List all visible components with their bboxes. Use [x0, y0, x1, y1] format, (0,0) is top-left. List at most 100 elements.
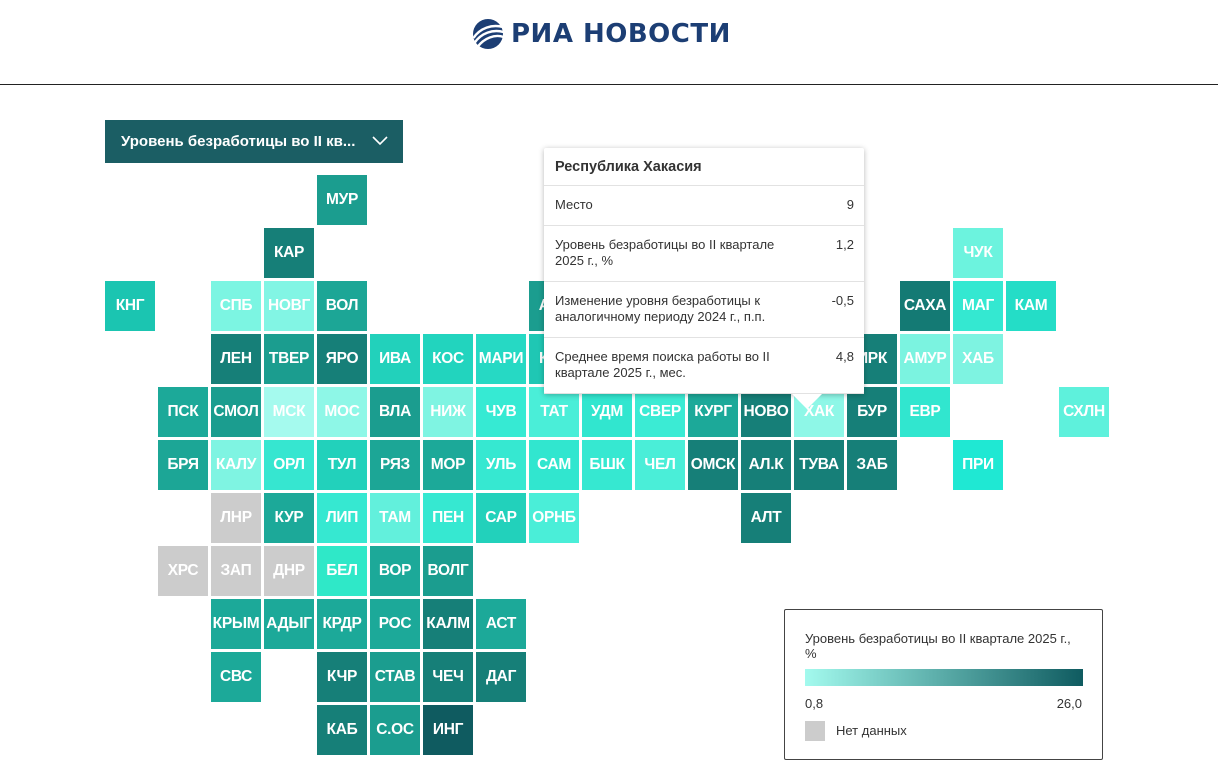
tooltip-row-label: Среднее время поиска работы во II кварта…: [555, 349, 770, 380]
region-tile[interactable]: КНГ: [105, 281, 155, 331]
region-tile[interactable]: СВС: [211, 652, 261, 702]
region-tile[interactable]: СВЕР: [635, 387, 685, 437]
region-tile-label: ЗАП: [220, 562, 252, 579]
region-tile-label: НИЖ: [430, 403, 466, 420]
legend-min-value: 0,8: [805, 696, 824, 711]
region-tile[interactable]: ЗАП: [211, 546, 261, 596]
region-tile[interactable]: КРЫМ: [211, 599, 261, 649]
region-tile[interactable]: ЛЕН: [211, 334, 261, 384]
region-tile-label: ПСК: [167, 403, 199, 420]
region-tile[interactable]: КЧР: [317, 652, 367, 702]
indicator-dropdown[interactable]: Уровень безработицы во II кв...: [105, 120, 403, 163]
region-tile[interactable]: МУР: [317, 175, 367, 225]
region-tile[interactable]: С.ОС: [370, 705, 420, 755]
region-tile[interactable]: КАР: [264, 228, 314, 278]
logo-text: РИА НОВОСТИ: [511, 19, 731, 49]
region-tile[interactable]: ИНГ: [423, 705, 473, 755]
region-tile-label: ТУВА: [799, 456, 839, 473]
region-tile[interactable]: ВОЛ: [317, 281, 367, 331]
region-tile[interactable]: ЛНР: [211, 493, 261, 543]
region-tile[interactable]: ВОР: [370, 546, 420, 596]
region-tile-label: ОРНБ: [532, 509, 576, 526]
region-tile[interactable]: ОРЛ: [264, 440, 314, 490]
region-tile[interactable]: ЧУК: [953, 228, 1003, 278]
region-tile[interactable]: ПСК: [158, 387, 208, 437]
region-tile[interactable]: САХА: [900, 281, 950, 331]
region-tile[interactable]: ОМСК: [688, 440, 738, 490]
region-tile[interactable]: САР: [476, 493, 526, 543]
region-tile-label: САМ: [536, 456, 571, 473]
region-tile[interactable]: ЯРО: [317, 334, 367, 384]
region-tile[interactable]: СХЛН: [1059, 387, 1109, 437]
region-tile[interactable]: ОРНБ: [529, 493, 579, 543]
region-tile[interactable]: МОР: [423, 440, 473, 490]
region-tile[interactable]: МОС: [317, 387, 367, 437]
region-tile[interactable]: СТАВ: [370, 652, 420, 702]
region-tile[interactable]: ИВА: [370, 334, 420, 384]
region-tile[interactable]: РЯЗ: [370, 440, 420, 490]
region-tile[interactable]: КУР: [264, 493, 314, 543]
region-tile[interactable]: РОС: [370, 599, 420, 649]
region-tile[interactable]: ТУВА: [794, 440, 844, 490]
region-tile[interactable]: КУРГ: [688, 387, 738, 437]
region-tile[interactable]: ДНР: [264, 546, 314, 596]
region-tile[interactable]: ТАМ: [370, 493, 420, 543]
region-tile[interactable]: БУР: [847, 387, 897, 437]
region-tile[interactable]: АМУР: [900, 334, 950, 384]
region-tile[interactable]: КАБ: [317, 705, 367, 755]
region-tile[interactable]: БРЯ: [158, 440, 208, 490]
region-tile[interactable]: ЧЕЛ: [635, 440, 685, 490]
region-tile[interactable]: МСК: [264, 387, 314, 437]
legend-nodata-label: Нет данных: [836, 723, 907, 738]
header: РИА НОВОСТИ: [0, 0, 1218, 85]
region-tile[interactable]: БЕЛ: [317, 546, 367, 596]
region-tile[interactable]: АСТ: [476, 599, 526, 649]
region-tile[interactable]: АЛ.К: [741, 440, 791, 490]
region-tile-label: УДМ: [591, 403, 623, 420]
region-tile[interactable]: АЛТ: [741, 493, 791, 543]
tooltip-arrow: [792, 394, 822, 409]
region-tile[interactable]: ЗАБ: [847, 440, 897, 490]
region-tile[interactable]: ЕВР: [900, 387, 950, 437]
region-tile[interactable]: КОС: [423, 334, 473, 384]
region-tile[interactable]: ТВЕР: [264, 334, 314, 384]
indicator-dropdown-label: Уровень безработицы во II кв...: [121, 133, 356, 150]
region-tile[interactable]: БШК: [582, 440, 632, 490]
region-tile[interactable]: КАЛУ: [211, 440, 261, 490]
region-tile-label: КАМ: [1014, 297, 1048, 314]
region-tile[interactable]: ЧЕЧ: [423, 652, 473, 702]
region-tile-label: СТАВ: [374, 668, 416, 685]
region-tile[interactable]: ЧУВ: [476, 387, 526, 437]
region-tile[interactable]: МАГ: [953, 281, 1003, 331]
region-tile[interactable]: АДЫГ: [264, 599, 314, 649]
region-tile[interactable]: ХРС: [158, 546, 208, 596]
region-tile[interactable]: УЛЬ: [476, 440, 526, 490]
tooltip-title: Республика Хакасия: [544, 148, 864, 186]
region-tile[interactable]: НИЖ: [423, 387, 473, 437]
region-tile-label: КРДР: [322, 615, 362, 632]
region-tile[interactable]: КАМ: [1006, 281, 1056, 331]
region-tile[interactable]: ДАГ: [476, 652, 526, 702]
region-tile[interactable]: МАРИ: [476, 334, 526, 384]
tooltip-row-label: Место: [555, 197, 593, 212]
region-tile[interactable]: ЛИП: [317, 493, 367, 543]
region-tile[interactable]: ВЛА: [370, 387, 420, 437]
tooltip-row-change: Изменение уровня безработицы к аналогичн…: [544, 282, 864, 338]
region-tile-label: КУР: [274, 509, 304, 526]
region-tile[interactable]: ТУЛ: [317, 440, 367, 490]
region-tile[interactable]: КАЛМ: [423, 599, 473, 649]
region-tile[interactable]: ХАБ: [953, 334, 1003, 384]
region-tile[interactable]: НОВГ: [264, 281, 314, 331]
logo[interactable]: РИА НОВОСТИ: [472, 17, 731, 51]
region-tile[interactable]: САМ: [529, 440, 579, 490]
region-tile[interactable]: СМОЛ: [211, 387, 261, 437]
region-tile[interactable]: ТАТ: [529, 387, 579, 437]
region-tile-label: ВОР: [378, 562, 412, 579]
region-tile[interactable]: УДМ: [582, 387, 632, 437]
region-tile[interactable]: ПРИ: [953, 440, 1003, 490]
region-tile[interactable]: СПБ: [211, 281, 261, 331]
region-tile[interactable]: КРДР: [317, 599, 367, 649]
region-tile[interactable]: НОВО: [741, 387, 791, 437]
region-tile[interactable]: ПЕН: [423, 493, 473, 543]
region-tile[interactable]: ВОЛГ: [423, 546, 473, 596]
